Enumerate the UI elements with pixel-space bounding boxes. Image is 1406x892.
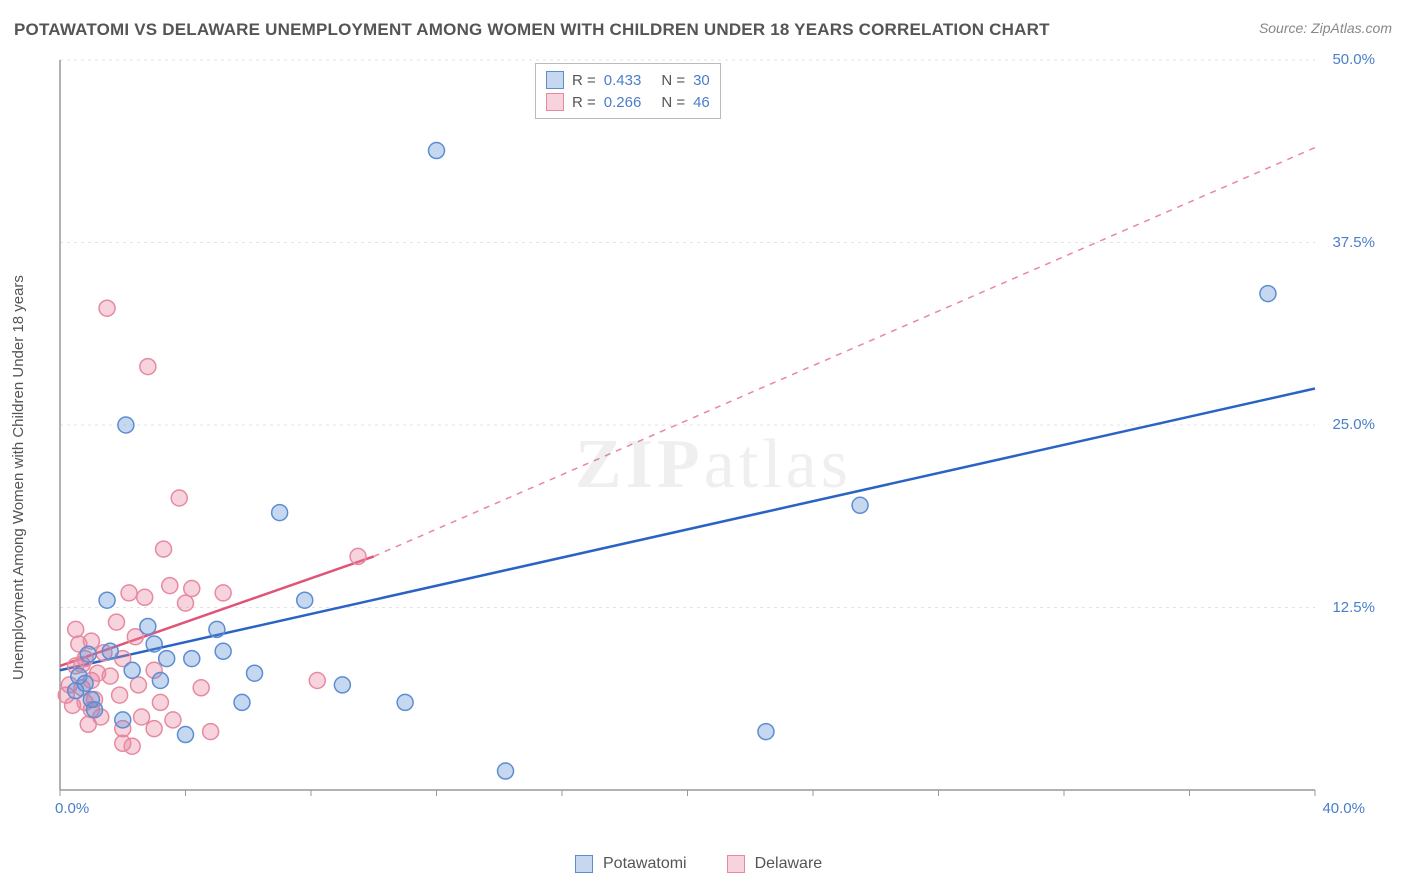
- watermark-rest: atlas: [704, 426, 852, 503]
- n-label-0: N =: [661, 72, 685, 89]
- bottom-legend: Potawatomi Delaware: [575, 855, 822, 873]
- watermark-bold: ZIP: [575, 426, 704, 503]
- n-value-1: 46: [693, 94, 710, 111]
- bottom-legend-label-0: Potawatomi: [603, 855, 687, 873]
- bottom-swatch-0: [575, 855, 593, 873]
- y-tick-0: 12.5%: [1332, 599, 1375, 616]
- y-tick-3: 50.0%: [1332, 51, 1375, 68]
- stats-legend-row-1: R = 0.266 N = 46: [546, 91, 710, 113]
- watermark: ZIPatlas: [575, 425, 852, 505]
- r-value-0: 0.433: [604, 72, 642, 89]
- n-label-1: N =: [661, 94, 685, 111]
- n-value-0: 30: [693, 72, 710, 89]
- y-axis-label: Unemployment Among Women with Children U…: [10, 275, 27, 680]
- r-label-0: R =: [572, 72, 596, 89]
- chart-title: POTAWATOMI VS DELAWARE UNEMPLOYMENT AMON…: [14, 20, 1050, 40]
- x-max-label: 40.0%: [1322, 800, 1365, 817]
- swatch-potawatomi: [546, 71, 564, 89]
- x-origin-label: 0.0%: [55, 800, 89, 817]
- stats-legend: R = 0.433 N = 30 R = 0.266 N = 46: [535, 63, 721, 119]
- source-attribution: Source: ZipAtlas.com: [1259, 20, 1392, 36]
- bottom-legend-label-1: Delaware: [755, 855, 823, 873]
- scatter-chart: ZIPatlas R = 0.433 N = 30 R = 0.266 N = …: [55, 55, 1375, 815]
- r-value-1: 0.266: [604, 94, 642, 111]
- swatch-delaware: [546, 93, 564, 111]
- bottom-swatch-1: [727, 855, 745, 873]
- y-tick-2: 37.5%: [1332, 234, 1375, 251]
- stats-legend-row-0: R = 0.433 N = 30: [546, 69, 710, 91]
- y-tick-1: 25.0%: [1332, 416, 1375, 433]
- r-label-1: R =: [572, 94, 596, 111]
